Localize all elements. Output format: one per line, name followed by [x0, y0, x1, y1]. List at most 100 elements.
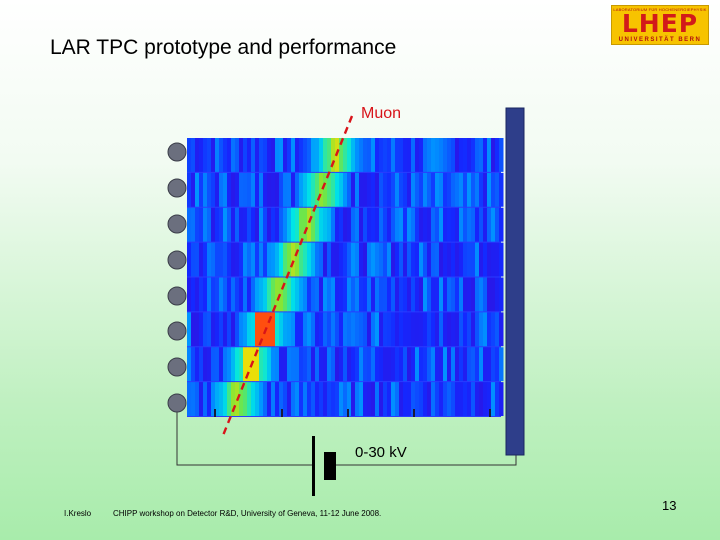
- heatmap-cell: [407, 277, 412, 312]
- heatmap-cell: [495, 138, 500, 172]
- heatmap-cell: [303, 382, 308, 416]
- heatmap-cell: [467, 347, 472, 382]
- heatmap-cell: [311, 207, 316, 242]
- heatmap-cell: [187, 138, 192, 172]
- heatmap-cell: [223, 382, 228, 416]
- heatmap-cell: [351, 277, 356, 312]
- heatmap-cell: [455, 312, 460, 347]
- heatmap-cell: [375, 277, 380, 312]
- heatmap-cell: [407, 312, 412, 347]
- heatmap-cell: [227, 347, 232, 382]
- heatmap-cell: [211, 312, 216, 347]
- heatmap-cell: [283, 138, 288, 172]
- heatmap-cell: [303, 312, 308, 347]
- heatmap-cell: [199, 347, 204, 382]
- heatmap-cell: [319, 312, 324, 347]
- heatmap-cell: [255, 242, 260, 277]
- heatmap-cell: [499, 277, 504, 312]
- heatmap-cell: [487, 138, 492, 172]
- heatmap-cell: [483, 382, 488, 416]
- heatmap-cell: [363, 382, 368, 416]
- heatmap-cell: [279, 312, 284, 347]
- heatmap-cell: [199, 172, 204, 207]
- heatmap-cell: [379, 382, 384, 416]
- heatmap-cell: [323, 277, 328, 312]
- heatmap-cell: [299, 172, 304, 207]
- heatmap-cell: [499, 347, 504, 382]
- heatmap-cell: [467, 138, 472, 172]
- heatmap-cell: [187, 172, 192, 207]
- battery-symbol: [312, 436, 336, 496]
- heatmap-cell: [287, 347, 292, 382]
- heatmap-cell: [451, 347, 456, 382]
- heatmap-cell: [243, 277, 248, 312]
- heatmap-tick: [281, 409, 283, 417]
- heatmap-cell: [251, 172, 256, 207]
- heatmap-cell: [391, 207, 396, 242]
- heatmap-cell: [471, 312, 476, 347]
- heatmap-cell: [343, 277, 348, 312]
- heatmap-cell: [243, 382, 248, 416]
- heatmap-cell: [455, 172, 460, 207]
- heatmap-cell: [315, 242, 320, 277]
- heatmap-cell: [459, 138, 464, 172]
- heatmap-cell: [443, 242, 448, 277]
- heatmap-cell: [383, 138, 388, 172]
- heatmap-cell: [287, 172, 292, 207]
- heatmap-cell: [347, 382, 352, 416]
- heatmap-cell: [191, 172, 196, 207]
- logo-top-text: LABORATORIUM FÜR HOCHENERGIEPHYSIK: [613, 7, 707, 12]
- heatmap-cell: [339, 242, 344, 277]
- heatmap-cell: [411, 382, 416, 416]
- heatmap-cell: [439, 242, 444, 277]
- heatmap-cell: [323, 242, 328, 277]
- heatmap-cell: [399, 207, 404, 242]
- heatmap-cell: [495, 172, 500, 207]
- heatmap-cell: [191, 138, 196, 172]
- heatmap-cell: [451, 242, 456, 277]
- heatmap-cell: [419, 312, 424, 347]
- heatmap-cell: [423, 207, 428, 242]
- heatmap-cell: [407, 207, 412, 242]
- heatmap-cell: [375, 242, 380, 277]
- heatmap-cell: [459, 242, 464, 277]
- heatmap-cell: [227, 382, 232, 416]
- heatmap-cell: [271, 172, 276, 207]
- heatmap-cell: [315, 347, 320, 382]
- heatmap-cell: [351, 242, 356, 277]
- heatmap-cell: [375, 382, 380, 416]
- heatmap-cell: [215, 172, 220, 207]
- heatmap-cell: [219, 347, 224, 382]
- heatmap-cell: [403, 172, 408, 207]
- heatmap-cell: [383, 382, 388, 416]
- heatmap-cell: [387, 382, 392, 416]
- heatmap-cell: [435, 312, 440, 347]
- heatmap-cell: [203, 312, 208, 347]
- heatmap-cell: [339, 312, 344, 347]
- heatmap-cell: [439, 172, 444, 207]
- heatmap-cell: [303, 172, 308, 207]
- heatmap-cell: [443, 312, 448, 347]
- heatmap-cell: [371, 172, 376, 207]
- heatmap-cell: [499, 312, 504, 347]
- heatmap-cell: [239, 242, 244, 277]
- heatmap-cell: [243, 172, 248, 207]
- heatmap-cell: [391, 242, 396, 277]
- heatmap-cell: [487, 242, 492, 277]
- heatmap-cell: [243, 138, 248, 172]
- heatmap-cell: [275, 172, 280, 207]
- heatmap-cell: [319, 347, 324, 382]
- heatmap-cell: [451, 277, 456, 312]
- heatmap-cell: [487, 312, 492, 347]
- heatmap-cell: [347, 172, 352, 207]
- heatmap-cell: [463, 347, 468, 382]
- heatmap-cell: [383, 207, 388, 242]
- heatmap-cell: [271, 207, 276, 242]
- heatmap-cell: [419, 242, 424, 277]
- heatmap-cell: [431, 382, 436, 416]
- heatmap-cell: [235, 347, 240, 382]
- lhep-logo: LABORATORIUM FÜR HOCHENERGIEPHYSIK LHEP …: [611, 5, 709, 45]
- heatmap-cell: [335, 347, 340, 382]
- heatmap-cell: [247, 207, 252, 242]
- heatmap-cell: [419, 382, 424, 416]
